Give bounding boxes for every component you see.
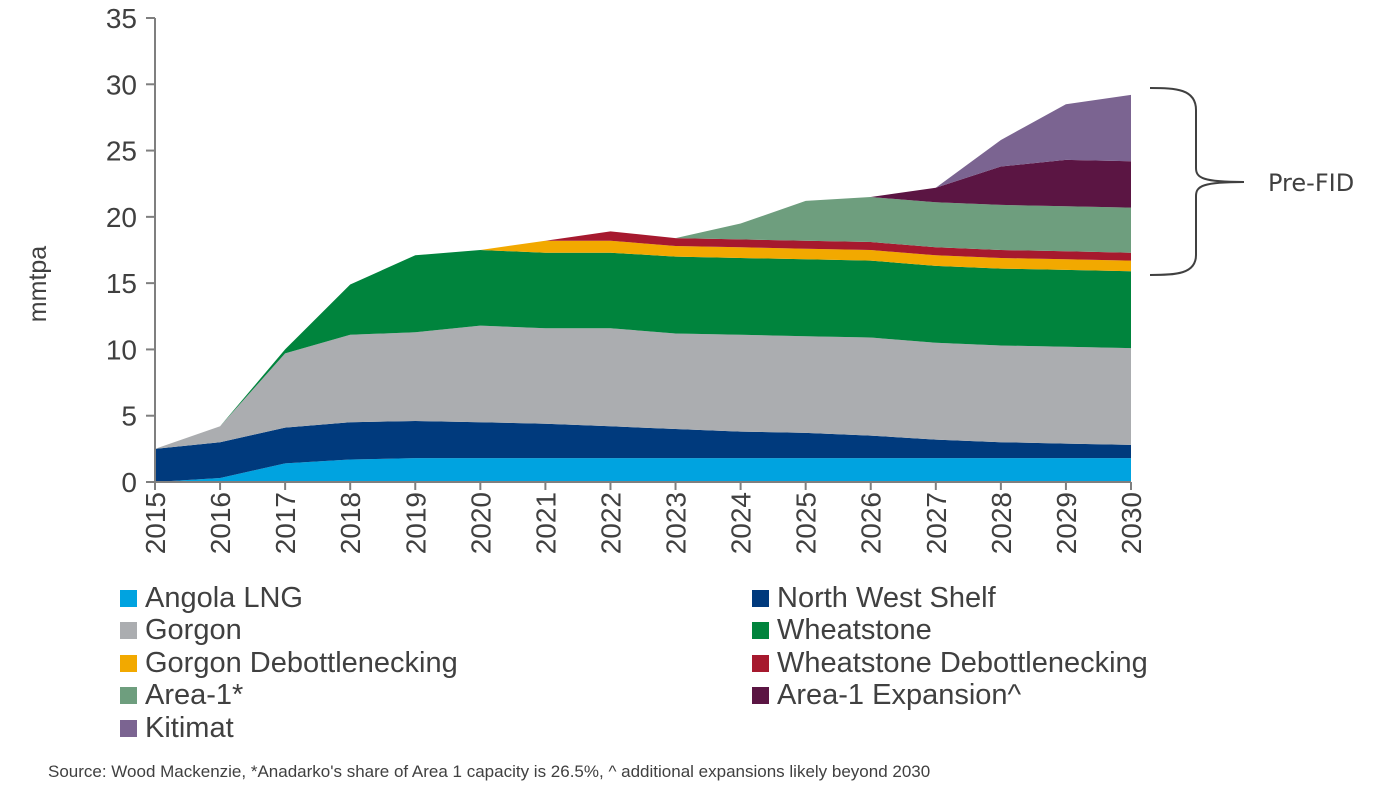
y-tick-label: 5 [121, 401, 137, 432]
legend-label: Area-1 Expansion^ [777, 679, 1022, 712]
area-area-1-expansion [155, 159, 1131, 449]
x-tick-label: 2024 [726, 492, 757, 554]
legend-label: Wheatstone Debottlenecking [777, 646, 1148, 679]
area-gorgon-debottlenecking [155, 240, 1131, 449]
legend-item-area-1-expansion: Area-1 Expansion^ [752, 679, 1252, 713]
area-gorgon [155, 325, 1131, 449]
x-tick-label: 2017 [270, 492, 301, 554]
x-tick-label: 2025 [791, 492, 822, 554]
area-kitimat [155, 94, 1131, 449]
chart-legend: Angola LNG North West Shelf Gorgon Wheatsto… [120, 582, 1240, 745]
legend-label: Kitimat [145, 711, 234, 744]
x-tick-label: 2021 [530, 492, 561, 554]
axes [146, 17, 1132, 490]
legend-label: North West Shelf [777, 581, 996, 614]
source-note: Source: Wood Mackenzie, *Anadarko's shar… [48, 762, 931, 781]
legend-item-angola-lng: Angola LNG [120, 582, 752, 615]
pre-fid-brace [1149, 87, 1245, 276]
x-tick-label: 2022 [596, 492, 627, 554]
x-tick-label: 2026 [856, 492, 887, 554]
x-tick-label: 2016 [205, 492, 236, 554]
legend-swatch [752, 589, 769, 607]
y-tick-label: 0 [121, 467, 137, 498]
legend-item-kitimat: Kitimat [120, 712, 752, 745]
y-tick-label: 35 [106, 3, 137, 34]
y-tick-label: 30 [106, 69, 137, 100]
y-tick-labels: 0 5 10 15 20 25 30 35 [106, 3, 137, 498]
legend-label: Gorgon Debottlenecking [145, 646, 458, 679]
legend-label: Angola LNG [145, 581, 303, 614]
legend-swatch [752, 622, 769, 640]
legend-item-gorgon-debottlenecking: Gorgon Debottlenecking [120, 647, 752, 680]
legend-swatch [120, 654, 137, 672]
area-area-1 [155, 197, 1131, 449]
area-angola-lng [155, 458, 1131, 482]
pre-fid-annotation: Pre-FID [1149, 87, 1354, 276]
legend-label: Wheatstone [777, 614, 932, 647]
legend-swatch [120, 719, 137, 737]
legend-label: Area-1* [145, 679, 244, 712]
area-north-west-shelf [155, 421, 1131, 482]
area-wheatstone-debottlenecking [155, 231, 1131, 449]
legend-label: Gorgon [145, 614, 242, 647]
x-tick-label: 2018 [335, 492, 366, 554]
legend-item-gorgon: Gorgon [120, 614, 752, 648]
x-tick-label: 2019 [400, 492, 431, 554]
legend-swatch [120, 622, 137, 640]
y-tick-label: 20 [106, 202, 137, 233]
legend-item-wheatstone: Wheatstone [752, 614, 1252, 648]
legend-swatch [120, 687, 137, 705]
x-tick-labels: 2015 2016 2017 2018 2019 2020 2021 2022 2023 2024… [140, 492, 1147, 554]
legend-swatch [752, 654, 769, 672]
x-tick-label: 2027 [921, 492, 952, 554]
x-tick-label: 2020 [465, 492, 496, 554]
y-tick-label: 25 [106, 136, 137, 167]
legend-item-wheatstone-debottlenecking: Wheatstone Debottlenecking [752, 647, 1252, 680]
x-tick-label: 2028 [986, 492, 1017, 554]
x-tick-label: 2029 [1051, 492, 1082, 554]
series-areas [155, 94, 1131, 482]
legend-swatch [752, 687, 769, 705]
legend-item-area-1: Area-1* [120, 679, 752, 713]
area-wheatstone [155, 250, 1131, 449]
x-tick-label: 2015 [140, 492, 171, 554]
y-tick-label: 10 [106, 334, 137, 365]
legend-swatch [120, 589, 137, 607]
x-tick-label: 2023 [661, 492, 692, 554]
pre-fid-label: Pre-FID [1268, 169, 1354, 197]
y-axis-label: mmtpa [24, 246, 52, 323]
legend-item-north-west-shelf: North West Shelf [752, 582, 1252, 615]
y-tick-label: 15 [106, 268, 137, 299]
x-tick-label: 2030 [1116, 492, 1147, 554]
